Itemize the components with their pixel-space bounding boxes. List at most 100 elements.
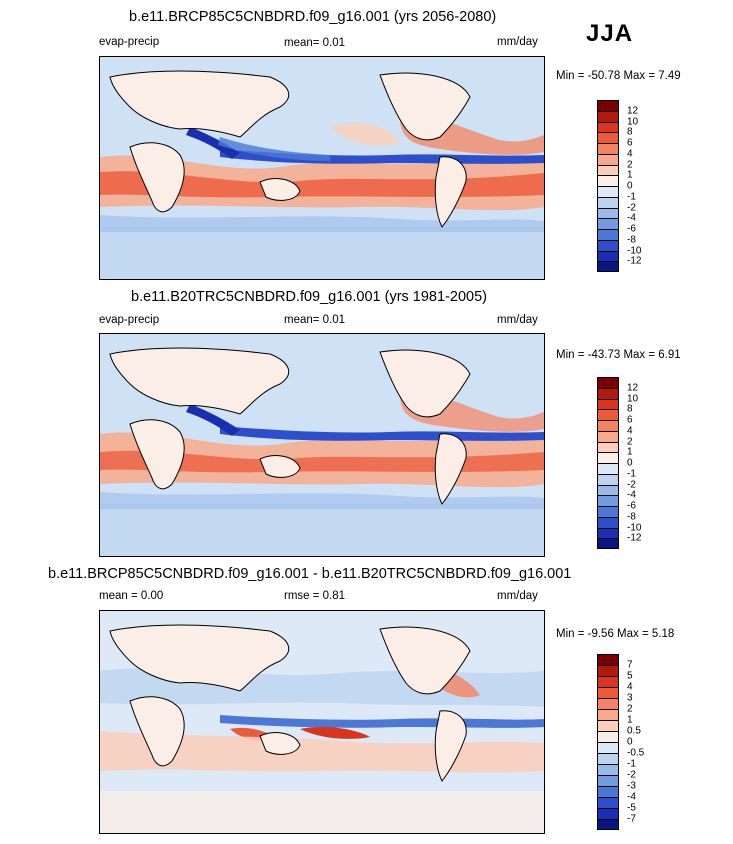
colorbar-swatch	[597, 786, 619, 797]
colorbar-tick-label: -4	[627, 791, 636, 803]
colorbar-tick-label: -2	[627, 202, 636, 213]
colorbar-swatch	[597, 441, 619, 453]
panel3-map	[99, 610, 545, 834]
panel2-map	[99, 333, 545, 557]
colorbar-swatch	[597, 239, 619, 251]
colorbar-swatch	[597, 506, 619, 517]
colorbar-swatch	[597, 229, 619, 240]
colorbar-swatch	[597, 495, 619, 506]
colorbar-swatch	[597, 698, 619, 709]
colorbar-frame	[597, 654, 619, 830]
colorbar-tick-label: -1	[627, 468, 636, 480]
panel2-title: b.e11.B20TRC5CNBDRD.f09_g16.001 (yrs 198…	[131, 289, 487, 305]
colorbar-tick-label: -6	[627, 500, 636, 512]
colorbar-tick-label: -10	[627, 245, 642, 256]
colorbar-tick-label: 10	[627, 393, 639, 404]
colorbar-swatch	[597, 753, 619, 764]
colorbar-swatch	[597, 121, 619, 133]
colorbar-tick-label: -12	[627, 532, 642, 544]
colorbar-swatch	[597, 387, 619, 399]
colorbar-tick-label: 0	[627, 736, 633, 748]
panel1-minmax-label: Min = -50.78 Max = 7.49	[556, 70, 681, 82]
colorbar-tick-label: 7	[627, 659, 633, 671]
colorbar-tick-label: 1	[627, 169, 633, 181]
panel3-map-svg	[100, 611, 544, 833]
colorbar-tick-label: 12	[627, 382, 639, 394]
colorbar-tick-label: 4	[627, 425, 633, 437]
colorbar-swatch	[597, 720, 619, 731]
season-label: JJA	[586, 20, 634, 47]
colorbar-tick-label: -3	[627, 780, 636, 792]
colorbar-tick-label: 3	[627, 692, 633, 704]
colorbar-tick-label: -2	[627, 769, 636, 781]
colorbar-swatch	[597, 164, 619, 176]
panel2-minmax-label: Min = -43.73 Max = 6.91	[556, 349, 681, 361]
panel1-map-svg	[100, 57, 544, 279]
colorbar-tick-label: -12	[627, 255, 642, 267]
colorbar-swatch	[597, 665, 619, 676]
colorbar-tick-label: -1	[627, 758, 636, 770]
colorbar-swatch	[597, 527, 619, 539]
colorbar-swatch	[597, 143, 619, 154]
colorbar-swatch	[597, 153, 619, 165]
colorbar-tick-label: -0.5	[627, 747, 645, 759]
colorbar-swatch	[597, 463, 619, 474]
colorbar-swatch	[597, 709, 619, 720]
panel2-map-svg	[100, 334, 544, 556]
colorbar-swatch	[597, 250, 619, 262]
colorbar-swatch	[597, 676, 619, 687]
colorbar-tick-label: 10	[627, 116, 639, 127]
panel2-mean-label: mean= 0.01	[284, 314, 346, 326]
colorbar-swatch	[597, 516, 619, 528]
colorbar-tick-label: -6	[627, 223, 636, 235]
panel1-map	[99, 56, 545, 280]
colorbar-tick-label: -7	[627, 813, 636, 825]
colorbar-tick-label: 0.5	[627, 725, 641, 737]
panel3-units-label: mm/day	[497, 590, 538, 602]
colorbar-swatch	[597, 409, 619, 420]
colorbar-swatch	[597, 175, 619, 186]
colorbar-swatch	[597, 819, 619, 830]
colorbar-tick-label: -10	[627, 522, 642, 533]
colorbar-swatch	[597, 484, 619, 496]
panel2-variable-label: evap-precip	[99, 314, 160, 326]
panel3-minmax-label: Min = -9.56 Max = 5.18	[556, 628, 675, 640]
colorbar-swatch	[597, 261, 619, 272]
colorbar-swatch	[597, 420, 619, 431]
panel3-rmse-label: rmse = 0.81	[284, 590, 346, 602]
colorbar-tick-label: 5	[627, 670, 633, 682]
colorbar-tick-label: 4	[627, 148, 633, 160]
colorbar-tick-label: 8	[627, 126, 633, 138]
colorbar-swatch	[597, 797, 619, 808]
panel1-colorbar: 12 10 8 6 4 2 1 0 -1 -2 -4 -6 -8 -10 -12	[597, 100, 657, 272]
panel1-mean-label: mean= 0.01	[284, 37, 346, 49]
colorbar-swatch	[597, 186, 619, 197]
colorbar-tick-label: -1	[627, 191, 636, 203]
panel1-variable-label: evap-precip	[99, 36, 160, 48]
colorbar-tick-label: 0	[627, 180, 633, 192]
colorbar-tick-label: 2	[627, 436, 633, 447]
colorbar-tick-label: -8	[627, 511, 636, 523]
colorbar-frame	[597, 100, 619, 272]
colorbar-tick-label: -2	[627, 479, 636, 490]
colorbar-tick-label: 6	[627, 137, 633, 149]
colorbar-swatch	[597, 218, 619, 229]
colorbar-tick-label: 12	[627, 105, 639, 117]
colorbar-tick-label: 2	[627, 159, 633, 170]
colorbar-tick-label: -5	[627, 802, 636, 814]
colorbar-swatch	[597, 196, 619, 208]
colorbar-swatch	[597, 538, 619, 549]
colorbar-swatch	[597, 731, 619, 742]
colorbar-swatch	[597, 132, 619, 143]
colorbar-tick-label: 6	[627, 414, 633, 426]
colorbar-swatch	[597, 764, 619, 775]
colorbar-swatch	[597, 687, 619, 698]
colorbar-swatch	[597, 207, 619, 219]
colorbar-swatch	[597, 808, 619, 819]
colorbar-swatch	[597, 430, 619, 442]
colorbar-swatch	[597, 398, 619, 410]
colorbar-tick-label: -8	[627, 234, 636, 246]
panel3-colorbar: 7 5 4 3 2 1 0.5 0 -0.5 -1 -2 -3 -4 -5 -7	[597, 654, 657, 830]
panel3-title: b.e11.BRCP85C5CNBDRD.f09_g16.001 - b.e11…	[48, 566, 572, 582]
colorbar-swatch	[597, 742, 619, 753]
